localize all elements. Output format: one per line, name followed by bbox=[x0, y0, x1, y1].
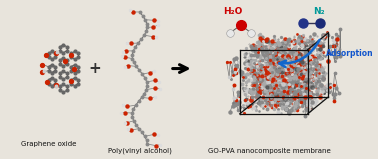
Text: Graphene oxide: Graphene oxide bbox=[22, 141, 77, 147]
Text: GO-PVA nanocomposite membrane: GO-PVA nanocomposite membrane bbox=[208, 148, 330, 154]
Text: H₂O: H₂O bbox=[223, 7, 243, 16]
Text: +: + bbox=[88, 61, 101, 76]
FancyArrowPatch shape bbox=[279, 40, 319, 67]
Text: Adsorption: Adsorption bbox=[325, 49, 373, 58]
Text: N₂: N₂ bbox=[313, 7, 325, 16]
Text: Poly(vinyl alcohol): Poly(vinyl alcohol) bbox=[108, 147, 172, 154]
